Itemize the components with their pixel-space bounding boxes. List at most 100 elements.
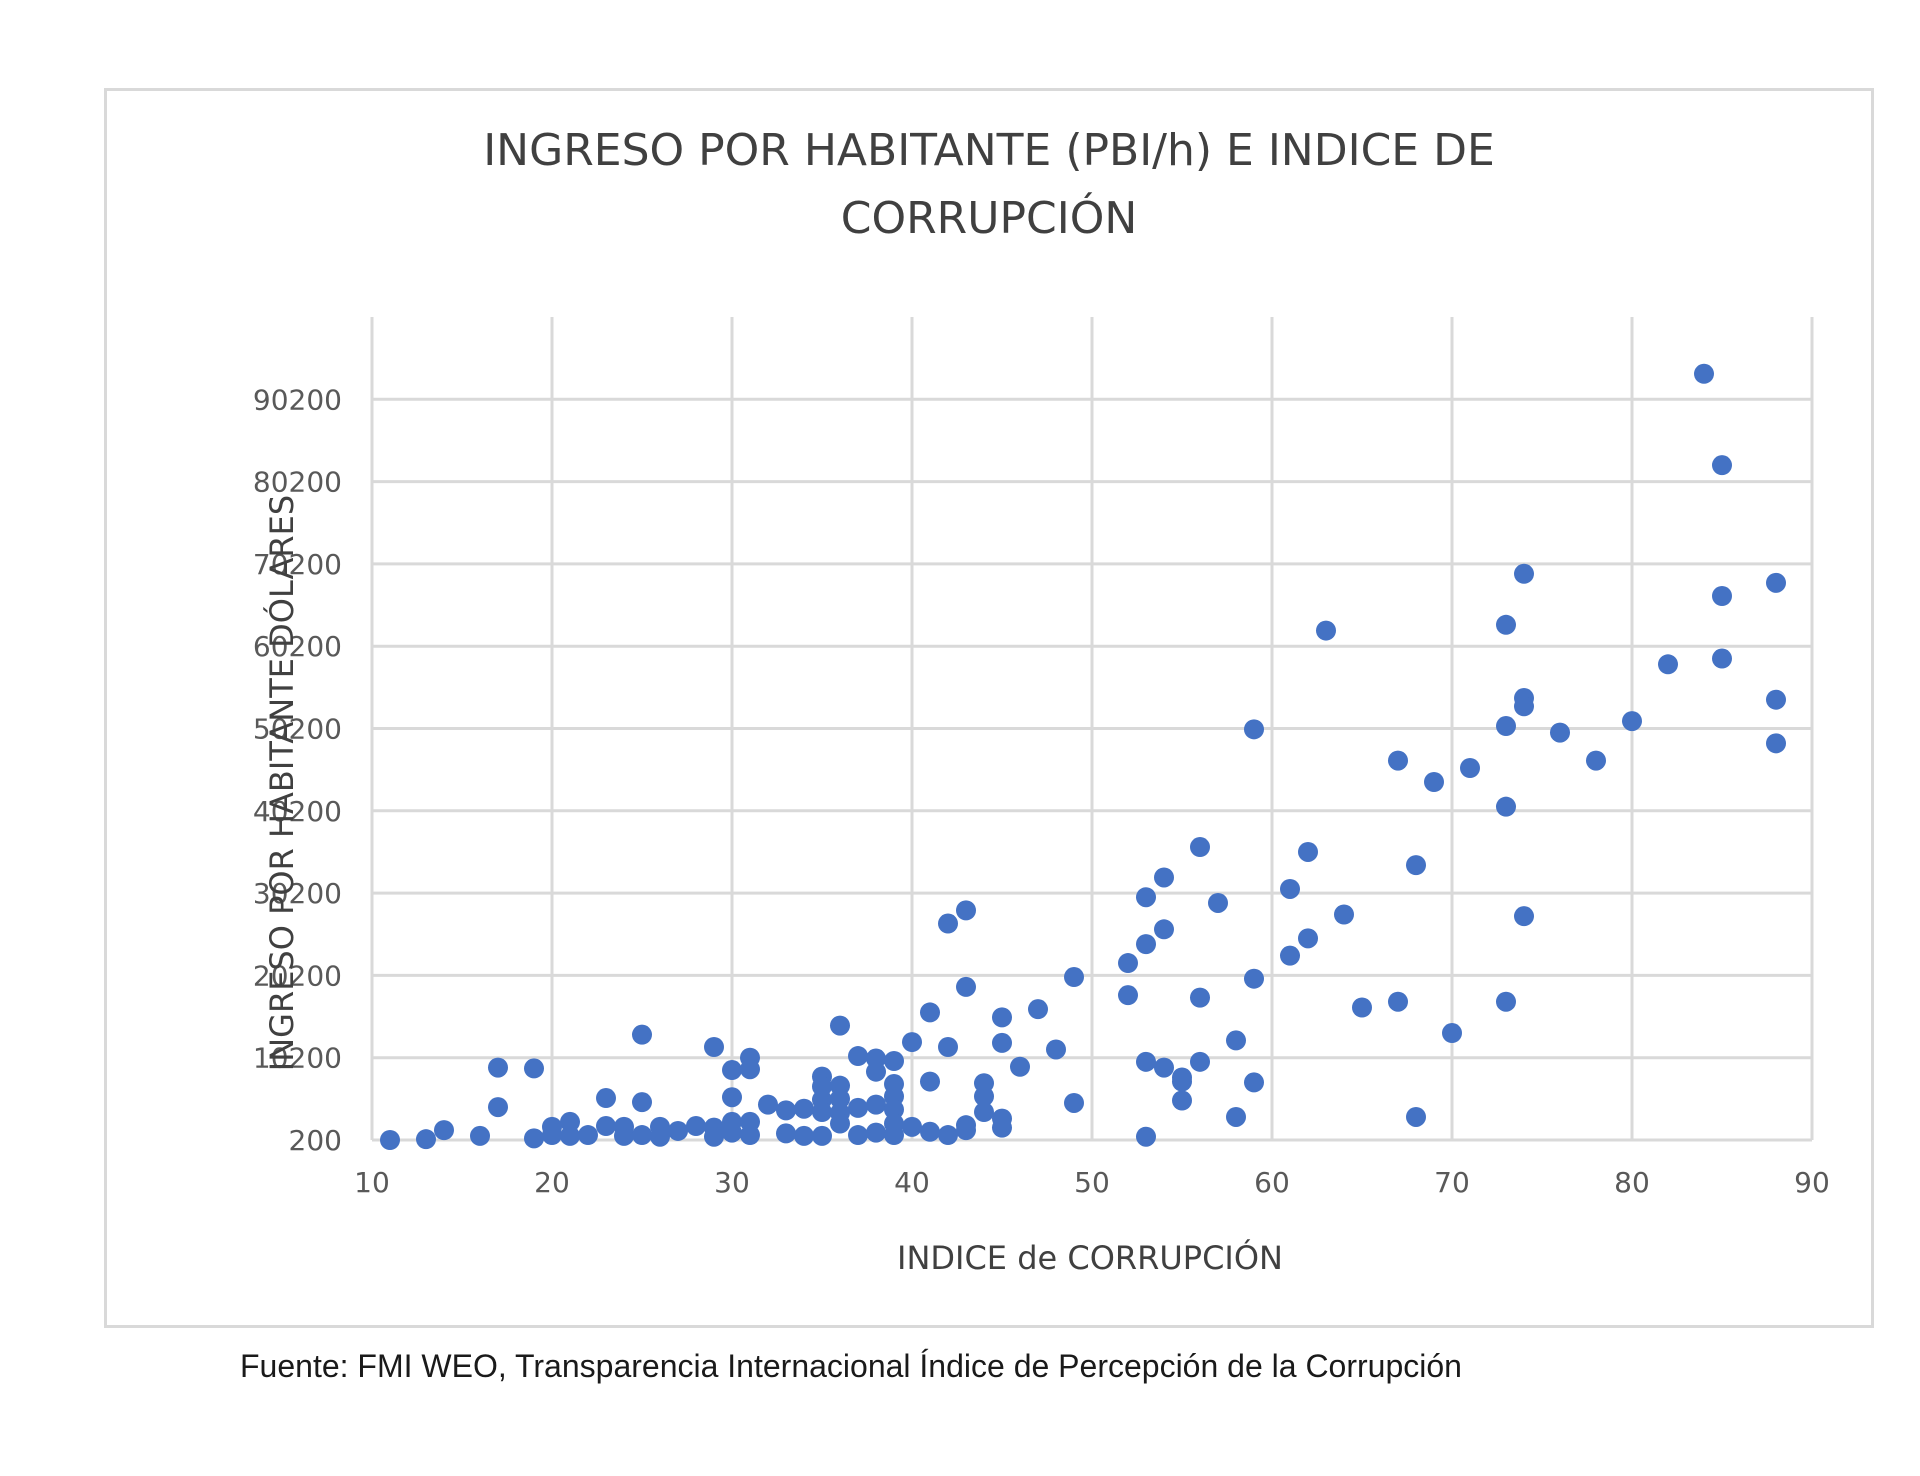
data-point	[1190, 837, 1210, 858]
data-point	[938, 913, 958, 934]
data-point	[884, 1125, 904, 1146]
data-point	[632, 1024, 652, 1045]
data-point	[686, 1116, 706, 1137]
y-tick-label: 10200	[253, 1042, 342, 1075]
data-point	[758, 1094, 778, 1115]
x-tick-label: 20	[534, 1166, 570, 1199]
data-point	[1244, 1072, 1264, 1093]
y-axis-title: INGRESO POR HABITANTE DÓLARES	[262, 495, 301, 1071]
x-tick-label: 70	[1434, 1166, 1470, 1199]
data-point	[380, 1130, 400, 1150]
data-point	[902, 1116, 922, 1137]
source-note: Fuente: FMI WEO, Transparencia Internaci…	[240, 1348, 1462, 1384]
data-point	[1550, 722, 1570, 743]
data-point	[1712, 455, 1732, 476]
data-point	[632, 1125, 652, 1146]
data-point	[1028, 999, 1048, 1020]
data-point	[1334, 904, 1354, 925]
data-point	[1010, 1056, 1030, 1077]
data-point	[830, 1015, 850, 1036]
y-tick-label: 70200	[253, 548, 342, 581]
data-point	[1514, 563, 1534, 584]
y-tick-label: 40200	[253, 795, 342, 828]
y-tick-label: 60200	[253, 630, 342, 663]
data-point	[704, 1126, 724, 1147]
data-point	[488, 1057, 508, 1078]
data-point	[812, 1102, 832, 1123]
data-point	[794, 1125, 814, 1146]
data-point	[1442, 1023, 1462, 1044]
data-point	[956, 1120, 976, 1141]
data-point	[524, 1128, 544, 1149]
data-point	[902, 1032, 922, 1053]
data-point	[1226, 1030, 1246, 1051]
data-point	[542, 1125, 562, 1146]
data-point	[956, 900, 976, 921]
data-point	[578, 1125, 598, 1146]
data-point	[1280, 945, 1300, 966]
data-point	[434, 1120, 454, 1141]
data-point	[560, 1125, 580, 1146]
data-point	[632, 1092, 652, 1113]
data-point	[1496, 991, 1516, 1012]
data-point	[1298, 841, 1318, 862]
data-point	[1514, 906, 1534, 927]
data-point	[524, 1058, 544, 1079]
data-point	[866, 1061, 886, 1082]
data-point	[1352, 997, 1372, 1018]
scatter-chart: INGRESO POR HABITANTE (PBI/h) E INDICE D…	[253, 125, 1830, 1277]
data-point	[920, 1002, 940, 1023]
data-point	[1388, 750, 1408, 771]
data-point	[1190, 1051, 1210, 1072]
data-point	[614, 1125, 634, 1146]
data-point	[776, 1123, 796, 1144]
data-point	[722, 1060, 742, 1081]
data-point	[938, 1125, 958, 1146]
data-point	[704, 1037, 724, 1058]
chart-title-line-2: CORRUPCIÓN	[841, 191, 1137, 244]
gridlines	[370, 317, 1814, 1142]
x-tick-label: 60	[1254, 1166, 1290, 1199]
data-point	[1154, 867, 1174, 888]
data-point	[1424, 771, 1444, 792]
data-point	[1658, 654, 1678, 675]
data-point	[1712, 648, 1732, 669]
data-point	[956, 976, 976, 997]
data-point	[1694, 363, 1714, 384]
data-point	[812, 1125, 832, 1146]
data-point	[1622, 711, 1642, 732]
data-point	[1280, 878, 1300, 899]
data-point	[776, 1100, 796, 1121]
data-point	[1244, 968, 1264, 989]
x-tick-label: 30	[714, 1166, 750, 1199]
x-tick-label: 50	[1074, 1166, 1110, 1199]
y-tick-label: 30200	[253, 877, 342, 910]
data-point	[1154, 1057, 1174, 1078]
y-tick-label: 20200	[253, 959, 342, 992]
chart-frame: INGRESO POR HABITANTE (PBI/h) E INDICE D…	[104, 88, 1874, 1328]
data-point	[920, 1071, 940, 1092]
data-point	[848, 1046, 868, 1067]
y-tick-label: 80200	[253, 466, 342, 499]
data-point	[416, 1129, 436, 1150]
data-point	[1460, 758, 1480, 779]
chart-title-line-1: INGRESO POR HABITANTE (PBI/h) E INDICE D…	[483, 125, 1495, 176]
data-point	[1298, 928, 1318, 949]
data-point	[740, 1059, 760, 1080]
data-point	[974, 1086, 994, 1107]
data-point	[920, 1121, 940, 1142]
data-point	[1190, 987, 1210, 1008]
data-point	[1154, 919, 1174, 940]
data-point	[1172, 1090, 1192, 1111]
data-point	[1712, 585, 1732, 606]
data-point	[1118, 953, 1138, 974]
data-point	[650, 1126, 670, 1147]
x-tick-label: 10	[354, 1166, 390, 1199]
data-point	[1064, 1092, 1084, 1113]
data-point	[740, 1125, 760, 1146]
data-point	[1406, 855, 1426, 876]
data-point	[668, 1120, 688, 1141]
data-point	[866, 1122, 886, 1143]
y-tick-label: 200	[289, 1124, 342, 1157]
data-point	[1172, 1071, 1192, 1092]
